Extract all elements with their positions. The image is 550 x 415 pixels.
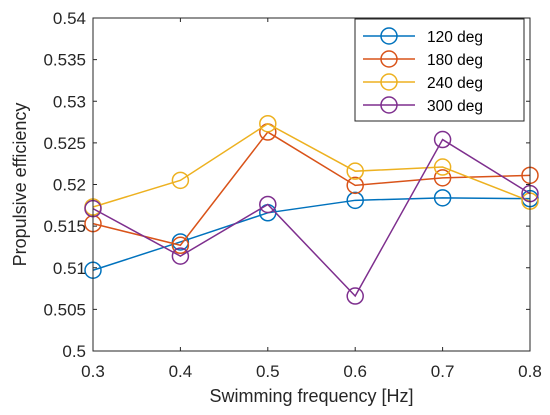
legend-label: 240 deg <box>427 75 483 92</box>
legend-label: 300 deg <box>427 98 483 115</box>
legend-marker <box>380 50 398 68</box>
data-point <box>171 247 190 265</box>
series-line <box>92 138 531 298</box>
x-tick-label: 0.7 <box>431 362 455 381</box>
legend-label: 120 deg <box>427 29 483 46</box>
y-tick-label: 0.5 <box>62 342 86 361</box>
series-line <box>92 131 531 247</box>
legend-label: 180 deg <box>427 52 483 69</box>
data-point <box>346 287 364 305</box>
data-point <box>346 176 364 195</box>
legend-marker <box>380 73 398 91</box>
y-tick-label: 0.535 <box>43 51 86 70</box>
y-tick-label: 0.52 <box>53 176 86 195</box>
data-point <box>171 236 190 255</box>
data-point <box>433 130 452 149</box>
y-tick-label: 0.515 <box>43 217 86 236</box>
legend-marker <box>380 96 398 114</box>
data-point <box>259 195 277 214</box>
data-point <box>171 171 190 190</box>
data-point <box>433 189 452 207</box>
x-axis-title: Swimming frequency [Hz] <box>209 386 413 406</box>
data-point <box>433 158 452 176</box>
legend: 120 deg 180 deg 240 deg 300 deg <box>354 18 525 122</box>
series-line <box>92 122 531 208</box>
x-tick-label: 0.6 <box>343 362 367 381</box>
x-tick-label: 0.3 <box>81 362 105 381</box>
legend-item: 240 deg <box>363 73 483 92</box>
x-tick-label: 0.5 <box>256 362 280 381</box>
y-axis-title: Propulsive efficiency <box>10 103 30 267</box>
y-tick-label: 0.51 <box>53 259 86 278</box>
y-tick-label: 0.54 <box>53 9 86 28</box>
data-point <box>346 162 364 180</box>
legend-item: 180 deg <box>363 50 483 69</box>
series-line <box>92 197 531 271</box>
y-tick-label: 0.53 <box>53 92 86 111</box>
data-point <box>433 169 452 187</box>
y-tick-label: 0.525 <box>43 134 86 153</box>
data-point <box>259 114 277 133</box>
ticks-layer: 0.3 0.4 0.5 0.6 0.7 0.8 0.5 0.505 0.51 0.515 0.52 0… <box>43 9 541 381</box>
data-point <box>346 191 364 210</box>
legend-item: 300 deg <box>363 96 483 115</box>
x-tick-label: 0.4 <box>169 362 193 381</box>
legend-marker <box>380 27 398 45</box>
legend-item: 120 deg <box>363 27 483 46</box>
y-tick-label: 0.505 <box>43 300 86 319</box>
x-tick-label: 0.8 <box>518 362 542 381</box>
